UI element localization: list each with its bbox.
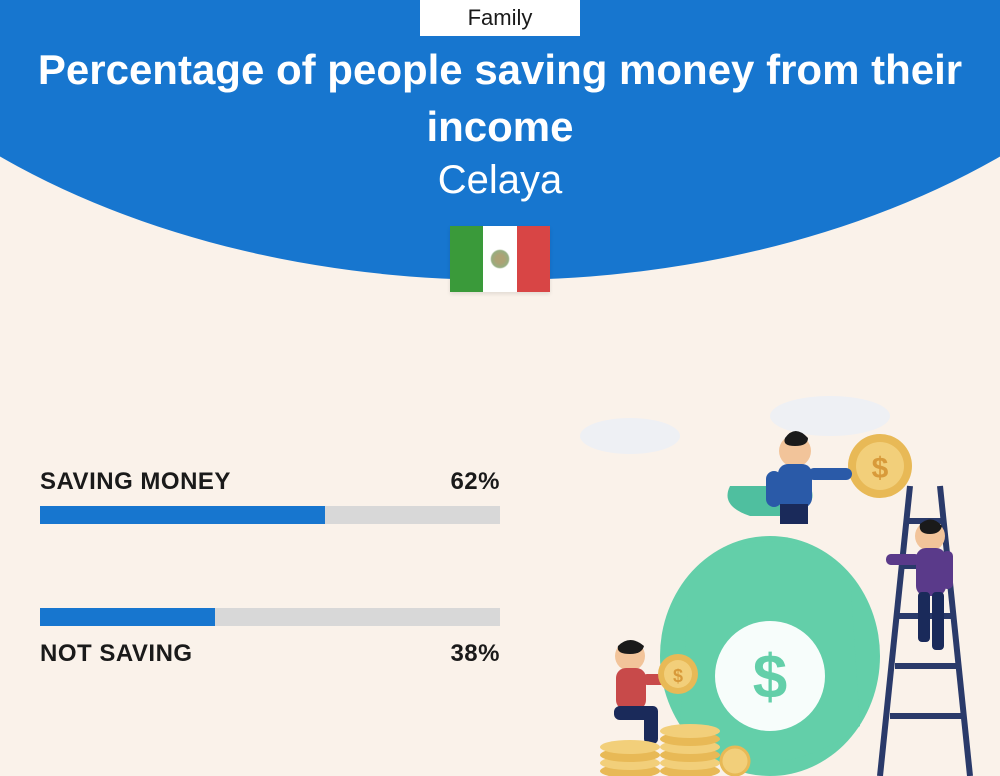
bar-header-notsaving: NOT SAVING 38%	[40, 640, 500, 668]
flag-mexico	[450, 226, 550, 292]
bar-group-notsaving: NOT SAVING 38%	[40, 608, 500, 668]
svg-text:$: $	[753, 643, 787, 712]
bar-value-saving: 62%	[450, 468, 500, 496]
category-badge: Family	[420, 0, 580, 36]
cloud-icon	[770, 396, 890, 436]
flag-stripe-green	[450, 226, 483, 292]
svg-text:$: $	[872, 452, 889, 485]
bar-label-notsaving: NOT SAVING	[40, 640, 193, 668]
cloud-icon	[580, 418, 680, 454]
bar-header-saving: SAVING MONEY 62%	[40, 468, 500, 496]
coin-icon: $	[848, 434, 912, 498]
bar-value-notsaving: 38%	[450, 640, 500, 668]
flag-stripe-white	[483, 226, 516, 292]
bar-track-saving	[40, 506, 500, 524]
page-title: Percentage of people saving money from t…	[0, 42, 1000, 155]
coin-icon: $	[658, 654, 698, 694]
bar-label-saving: SAVING MONEY	[40, 468, 231, 496]
bar-fill-notsaving	[40, 608, 215, 626]
flag-emblem	[490, 249, 510, 269]
city-subtitle: Celaya	[0, 158, 1000, 203]
money-illustration: $ $	[570, 396, 990, 776]
bars-section: SAVING MONEY 62% NOT SAVING 38%	[40, 468, 500, 752]
category-label: Family	[468, 5, 533, 31]
bar-group-saving: SAVING MONEY 62%	[40, 468, 500, 524]
flag-stripe-red	[517, 226, 550, 292]
bar-fill-saving	[40, 506, 325, 524]
bar-track-notsaving	[40, 608, 500, 626]
svg-text:$: $	[673, 666, 683, 686]
